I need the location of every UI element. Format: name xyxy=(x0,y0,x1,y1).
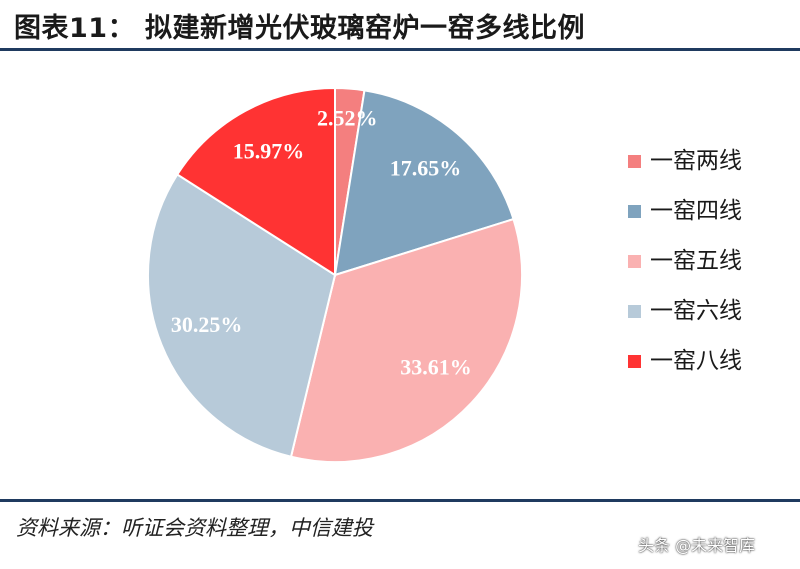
source-note: 资料来源：听证会资料整理，中信建投 xyxy=(16,516,373,540)
watermark: 头条 @未来智库 xyxy=(638,524,755,564)
pie-slice xyxy=(333,89,515,277)
header-rule xyxy=(0,48,800,51)
figure-title: 图表11： 拟建新增光伏玻璃窑炉一窑多线比例 xyxy=(14,13,585,44)
legend-entry: 一窑八线 xyxy=(650,348,742,374)
legend-swatch xyxy=(628,155,641,168)
slice-label: 2.52% xyxy=(317,105,378,130)
legend-entry: 一窑六线 xyxy=(650,298,742,324)
header: 图表11： 拟建新增光伏玻璃窑炉一窑多线比例 xyxy=(0,0,800,52)
legend-swatch xyxy=(628,355,641,368)
slice-label: 33.61% xyxy=(400,355,472,380)
legend-swatch xyxy=(628,255,641,268)
pie-chart: 2.52%17.65%33.61%30.25%15.97% 一窑两线一窑四线一窑… xyxy=(147,86,742,463)
legend-entry: 一窑四线 xyxy=(650,198,742,224)
watermark-text: 头条 @未来智库 xyxy=(638,536,756,555)
pie-slice xyxy=(175,86,336,277)
pie-slice xyxy=(147,173,337,458)
footer-rule xyxy=(0,499,800,502)
pie-slice xyxy=(289,217,523,463)
slice-label: 30.25% xyxy=(171,312,243,337)
legend-entry: 一窑五线 xyxy=(650,248,742,274)
legend-entry: 一窑两线 xyxy=(650,148,742,174)
slice-label: 15.97% xyxy=(233,139,305,164)
pie-slice-labels: 2.52% 17.65% 33.61% 30.25% 15.97% xyxy=(171,105,472,379)
legend-swatch xyxy=(628,305,641,318)
legend-swatch xyxy=(628,205,641,218)
slice-label: 17.65% xyxy=(390,155,462,180)
pie-slices xyxy=(147,86,523,463)
